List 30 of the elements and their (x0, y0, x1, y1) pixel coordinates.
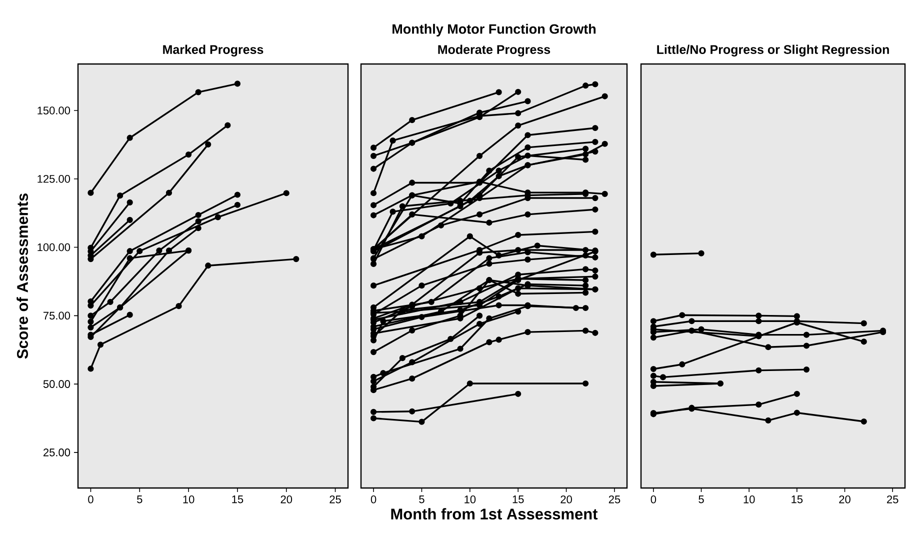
y-tick-label: 100.00 (38, 243, 70, 252)
x-tick-label: 15 (792, 496, 803, 504)
chart-subtitle: Marked Progress (163, 44, 264, 57)
x-tick-label: 25 (887, 496, 898, 504)
x-axis-title: Month from 1st Assessment (391, 508, 598, 520)
x-tick-label: 0 (650, 496, 656, 504)
x-tick-label: 20 (280, 496, 292, 504)
x-tick-label: 25 (608, 496, 620, 504)
x-tick-label: 20 (560, 496, 572, 504)
x-tick-label: 20 (839, 496, 850, 504)
y-tick-label: 25.00 (44, 448, 70, 456)
y-tick-label: 125.00 (38, 174, 70, 183)
chart-subtitle: Little/No Progress or Slight Regression (657, 44, 889, 57)
y-tick-label: 75.00 (44, 312, 70, 320)
x-tick-label: 25 (330, 496, 341, 504)
x-tick-label: 5 (698, 496, 704, 504)
x-tick-label: 5 (137, 496, 142, 504)
x-tick-label: 5 (419, 496, 424, 504)
y-tick-label: 50.00 (43, 380, 70, 388)
x-tick-label: 0 (88, 496, 94, 504)
x-tick-label: 15 (512, 496, 524, 504)
chart-title: Monthly Motor Function Growth (392, 24, 596, 36)
x-tick-label: 10 (464, 496, 476, 504)
y-axis-title: Score of Assessments (16, 194, 28, 359)
x-tick-label: 15 (232, 496, 244, 504)
x-tick-label: 10 (744, 496, 755, 504)
x-tick-label: 0 (370, 496, 376, 504)
x-tick-label: 10 (183, 496, 194, 504)
y-tick-label: 150.00 (38, 106, 70, 114)
chart-subtitle: Moderate Progress (438, 44, 550, 57)
